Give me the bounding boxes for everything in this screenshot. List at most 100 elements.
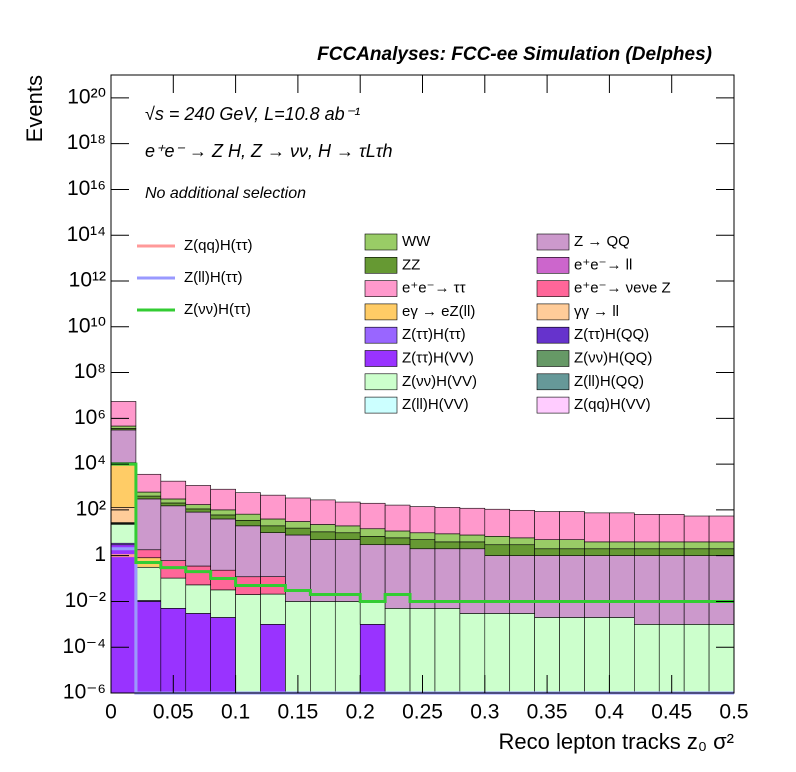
bar xyxy=(210,589,236,618)
bar xyxy=(609,512,635,543)
legend-label: Z(ττ)H(ττ) xyxy=(402,326,466,343)
bar xyxy=(285,521,311,529)
bar xyxy=(185,584,211,614)
bar xyxy=(683,555,710,625)
legend-label: Z(ττ)H(VV) xyxy=(402,349,474,366)
legend-label: Z(qq)H(VV) xyxy=(574,396,651,413)
bar xyxy=(609,541,635,550)
y-tick-label: 10⁻⁶ xyxy=(63,681,106,704)
bar xyxy=(334,601,361,694)
bar xyxy=(235,525,261,578)
line-series xyxy=(111,462,734,603)
bar xyxy=(185,613,211,694)
bar xyxy=(260,494,286,520)
x-tick-label: 0 xyxy=(105,701,117,724)
legend-swatch xyxy=(536,256,570,274)
bar xyxy=(384,537,411,546)
bar xyxy=(708,515,735,543)
bar xyxy=(235,492,261,515)
bar xyxy=(609,617,635,694)
bar xyxy=(285,497,311,522)
legend-swatch xyxy=(364,280,398,297)
bar xyxy=(210,514,236,520)
legend-swatch xyxy=(536,350,570,367)
bar xyxy=(708,541,735,550)
y-tick-label: 10¹⁰ xyxy=(67,314,106,337)
bar xyxy=(609,548,635,556)
annotation: e⁺e⁻ → Z H, Z → νν, H → τLτh xyxy=(145,141,393,161)
bar xyxy=(584,541,610,550)
legend-label: Z(νν)H(ττ) xyxy=(184,301,251,318)
bar xyxy=(708,548,735,556)
bar xyxy=(609,555,635,618)
bar xyxy=(484,536,511,546)
bar xyxy=(658,555,685,625)
legend-label: Z(qq)H(ττ) xyxy=(184,237,253,254)
bar xyxy=(534,511,560,540)
bar xyxy=(658,541,685,550)
bar xyxy=(185,504,211,510)
bar xyxy=(334,539,361,602)
bar xyxy=(110,401,137,427)
bar xyxy=(459,507,486,536)
bar xyxy=(484,555,511,614)
bar xyxy=(285,527,311,536)
x-tick-label: 0.25 xyxy=(402,701,443,724)
bar xyxy=(708,624,735,694)
legend-label: ZZ xyxy=(402,256,420,273)
legend-label: Z(νν)H(QQ) xyxy=(574,349,652,366)
y-tick-label: 10¹⁴ xyxy=(67,223,106,246)
bar xyxy=(584,617,610,694)
bar xyxy=(310,539,336,602)
bar xyxy=(559,539,585,550)
bar xyxy=(210,617,236,694)
legend-swatch xyxy=(364,326,398,344)
x-tick-label: 0.1 xyxy=(221,701,250,724)
bar xyxy=(384,530,411,539)
bar xyxy=(235,594,261,694)
bar xyxy=(683,624,710,694)
bar xyxy=(310,499,336,525)
bar xyxy=(634,555,660,625)
legend-label: Z(ll)H(ττ) xyxy=(184,269,243,286)
x-axis-label: Reco lepton tracks z₀ σ² xyxy=(499,729,734,754)
bar xyxy=(683,541,710,550)
legend-swatch xyxy=(536,326,570,344)
bar xyxy=(310,531,336,540)
bar xyxy=(110,425,137,429)
bar xyxy=(235,513,261,521)
y-tick-label: 10⁻² xyxy=(65,589,106,612)
legend-label: γγ → ll xyxy=(574,303,619,320)
bar xyxy=(135,495,162,500)
bar xyxy=(708,555,735,625)
legend-label: WW xyxy=(402,233,431,250)
bar xyxy=(310,524,336,533)
bar xyxy=(509,537,535,546)
bar xyxy=(658,548,685,556)
bar xyxy=(110,544,137,694)
bar xyxy=(509,555,535,614)
y-tick-label: 1 xyxy=(94,543,106,566)
legend-swatch xyxy=(536,303,570,321)
bar xyxy=(534,548,560,556)
bar xyxy=(584,555,610,618)
annotation: √s = 240 GeV, L=10.8 ab⁻¹ xyxy=(145,104,360,124)
y-tick-label: 10¹⁶ xyxy=(67,177,106,200)
x-tick-label: 0.45 xyxy=(651,701,692,724)
y-tick-label: 10¹² xyxy=(69,269,106,292)
bar xyxy=(359,600,386,625)
legend-swatch xyxy=(364,233,398,251)
bar xyxy=(559,555,585,618)
bar xyxy=(210,488,236,511)
legend-swatch xyxy=(364,373,398,391)
x-tick-label: 0.4 xyxy=(595,701,625,724)
bar xyxy=(384,544,411,609)
bar xyxy=(359,528,386,537)
bar xyxy=(484,544,511,556)
bar xyxy=(185,511,211,567)
bar xyxy=(135,491,162,497)
bar xyxy=(260,624,286,694)
bar xyxy=(160,560,187,579)
bar xyxy=(683,515,710,543)
